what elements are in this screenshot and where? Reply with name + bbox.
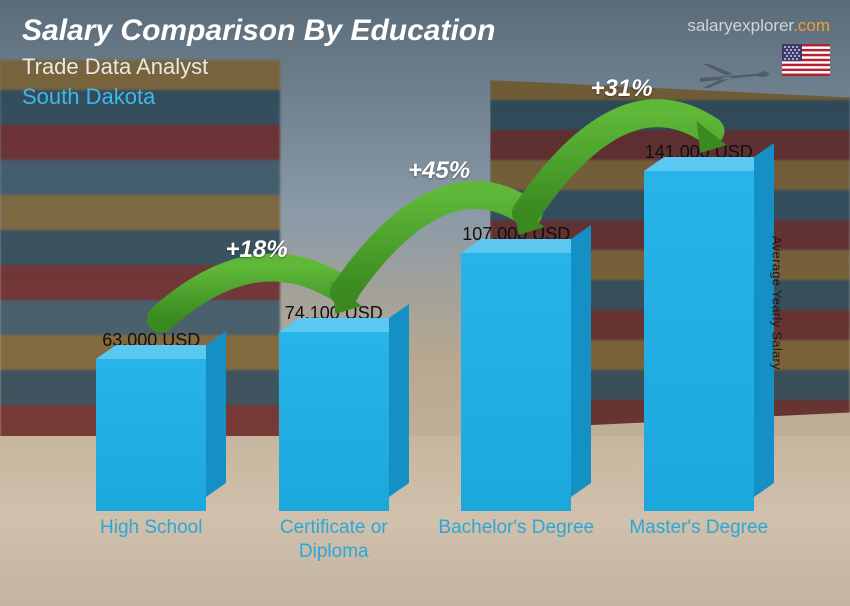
bar-3d [461,253,571,511]
xaxis-category-label: Master's Degree [614,516,784,571]
xaxis-category-label: High School [66,516,236,571]
bar-group: 107,000 USD [431,224,601,511]
bar-3d [644,171,754,511]
bar-3d-side [571,225,591,497]
bars-container: 63,000 USD 74,100 USD 107,000 USD 141,00… [60,101,790,511]
page-subtitle: Trade Data Analyst [22,54,495,80]
flag-us-icon [782,44,830,76]
location-label: South Dakota [22,84,495,110]
brand-text: salaryexplorer.com [687,16,830,36]
xaxis-category-label: Certificate or Diploma [249,516,419,571]
bar-3d-side [206,331,226,497]
bar-group: 63,000 USD [66,330,236,511]
bar-group: 74,100 USD [249,303,419,511]
bar-3d [96,359,206,511]
brand-name: salaryexplorer [687,16,793,35]
salary-bar-chart: 63,000 USD 74,100 USD 107,000 USD 141,00… [60,101,790,571]
xaxis-labels: High SchoolCertificate or DiplomaBachelo… [60,516,790,571]
bar-3d-front [461,253,571,511]
page-title: Salary Comparison By Education [22,14,495,48]
bar-3d-side [389,304,409,497]
airplane-icon [695,60,775,90]
bar-3d-front [644,171,754,511]
bar-group: 141,000 USD [614,142,784,511]
xaxis-category-label: Bachelor's Degree [431,516,601,571]
bar-3d [279,332,389,511]
bar-3d-front [279,332,389,511]
yaxis-label: Average Yearly Salary [770,236,785,370]
header: Salary Comparison By Education Trade Dat… [22,14,495,110]
bar-3d-front [96,359,206,511]
brand-tld: .com [793,16,830,35]
